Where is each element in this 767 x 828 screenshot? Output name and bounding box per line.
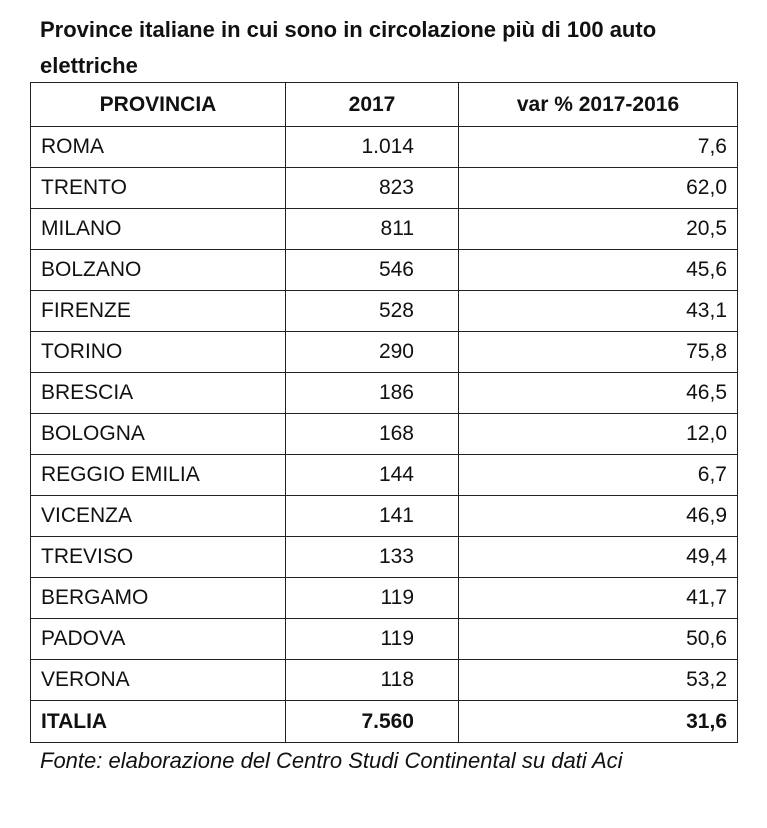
source-note: Fonte: elaborazione del Centro Studi Con…	[40, 748, 623, 773]
table-row: VICENZA 141 46,9	[30, 495, 738, 537]
cell: 20,5	[458, 208, 738, 250]
cell: 290	[285, 331, 459, 373]
cell: 41,7	[458, 577, 738, 619]
table-row: BOLOGNA 168 12,0	[30, 413, 738, 455]
cell: BOLOGNA	[30, 413, 286, 455]
cell: ITALIA	[30, 700, 286, 743]
cell: 53,2	[458, 659, 738, 701]
cell: 7,6	[458, 126, 738, 168]
table-row: TORINO 290 75,8	[30, 331, 738, 373]
cell: ROMA	[30, 126, 286, 168]
table-row: MILANO 811 20,5	[30, 208, 738, 250]
cell: TREVISO	[30, 536, 286, 578]
cell: 46,9	[458, 495, 738, 537]
table-row: PADOVA 119 50,6	[30, 618, 738, 660]
cell: 811	[285, 208, 459, 250]
cell: 1.014	[285, 126, 459, 168]
cell: 546	[285, 249, 459, 291]
cell: 528	[285, 290, 459, 332]
column-header: PROVINCIA	[30, 82, 286, 127]
cell: TRENTO	[30, 167, 286, 209]
cell: MILANO	[30, 208, 286, 250]
table-row: BRESCIA 186 46,5	[30, 372, 738, 414]
cell: TORINO	[30, 331, 286, 373]
table-row: TREVISO 133 49,4	[30, 536, 738, 578]
cell: 49,4	[458, 536, 738, 578]
cell: 62,0	[458, 167, 738, 209]
cell: 6,7	[458, 454, 738, 496]
cell: 119	[285, 618, 459, 660]
cell: BOLZANO	[30, 249, 286, 291]
cell: 168	[285, 413, 459, 455]
cell: FIRENZE	[30, 290, 286, 332]
cell: 118	[285, 659, 459, 701]
cell: 119	[285, 577, 459, 619]
cell: 144	[285, 454, 459, 496]
table-row: TRENTO 823 62,0	[30, 167, 738, 209]
column-header: 2017	[285, 82, 459, 127]
table-row: VERONA 118 53,2	[30, 659, 738, 701]
cell: 141	[285, 495, 459, 537]
table-row: BOLZANO 546 45,6	[30, 249, 738, 291]
cell: 31,6	[458, 700, 738, 743]
cell: VERONA	[30, 659, 286, 701]
column-header: var % 2017-2016	[458, 82, 738, 127]
table-row: ROMA 1.014 7,6	[30, 126, 738, 168]
cell: 45,6	[458, 249, 738, 291]
cell: 50,6	[458, 618, 738, 660]
cell: BRESCIA	[30, 372, 286, 414]
cell: 133	[285, 536, 459, 578]
cell: REGGIO EMILIA	[30, 454, 286, 496]
table-row: FIRENZE 528 43,1	[30, 290, 738, 332]
data-table: PROVINCIA 2017 var % 2017-2016 ROMA 1.014 7,…	[30, 82, 738, 743]
header-row: PROVINCIA 2017 var % 2017-2016	[30, 82, 738, 127]
cell: 823	[285, 167, 459, 209]
cell: 7.560	[285, 700, 459, 743]
title: Province italiane in cui sono in circola…	[40, 17, 657, 78]
cell: BERGAMO	[30, 577, 286, 619]
cell: PADOVA	[30, 618, 286, 660]
cell: 46,5	[458, 372, 738, 414]
cell: VICENZA	[30, 495, 286, 537]
cell: 186	[285, 372, 459, 414]
cell: 12,0	[458, 413, 738, 455]
total-row: ITALIA 7.560 31,6	[30, 700, 738, 743]
cell: 43,1	[458, 290, 738, 332]
table-row: REGGIO EMILIA 144 6,7	[30, 454, 738, 496]
cell: 75,8	[458, 331, 738, 373]
table-row: BERGAMO 119 41,7	[30, 577, 738, 619]
